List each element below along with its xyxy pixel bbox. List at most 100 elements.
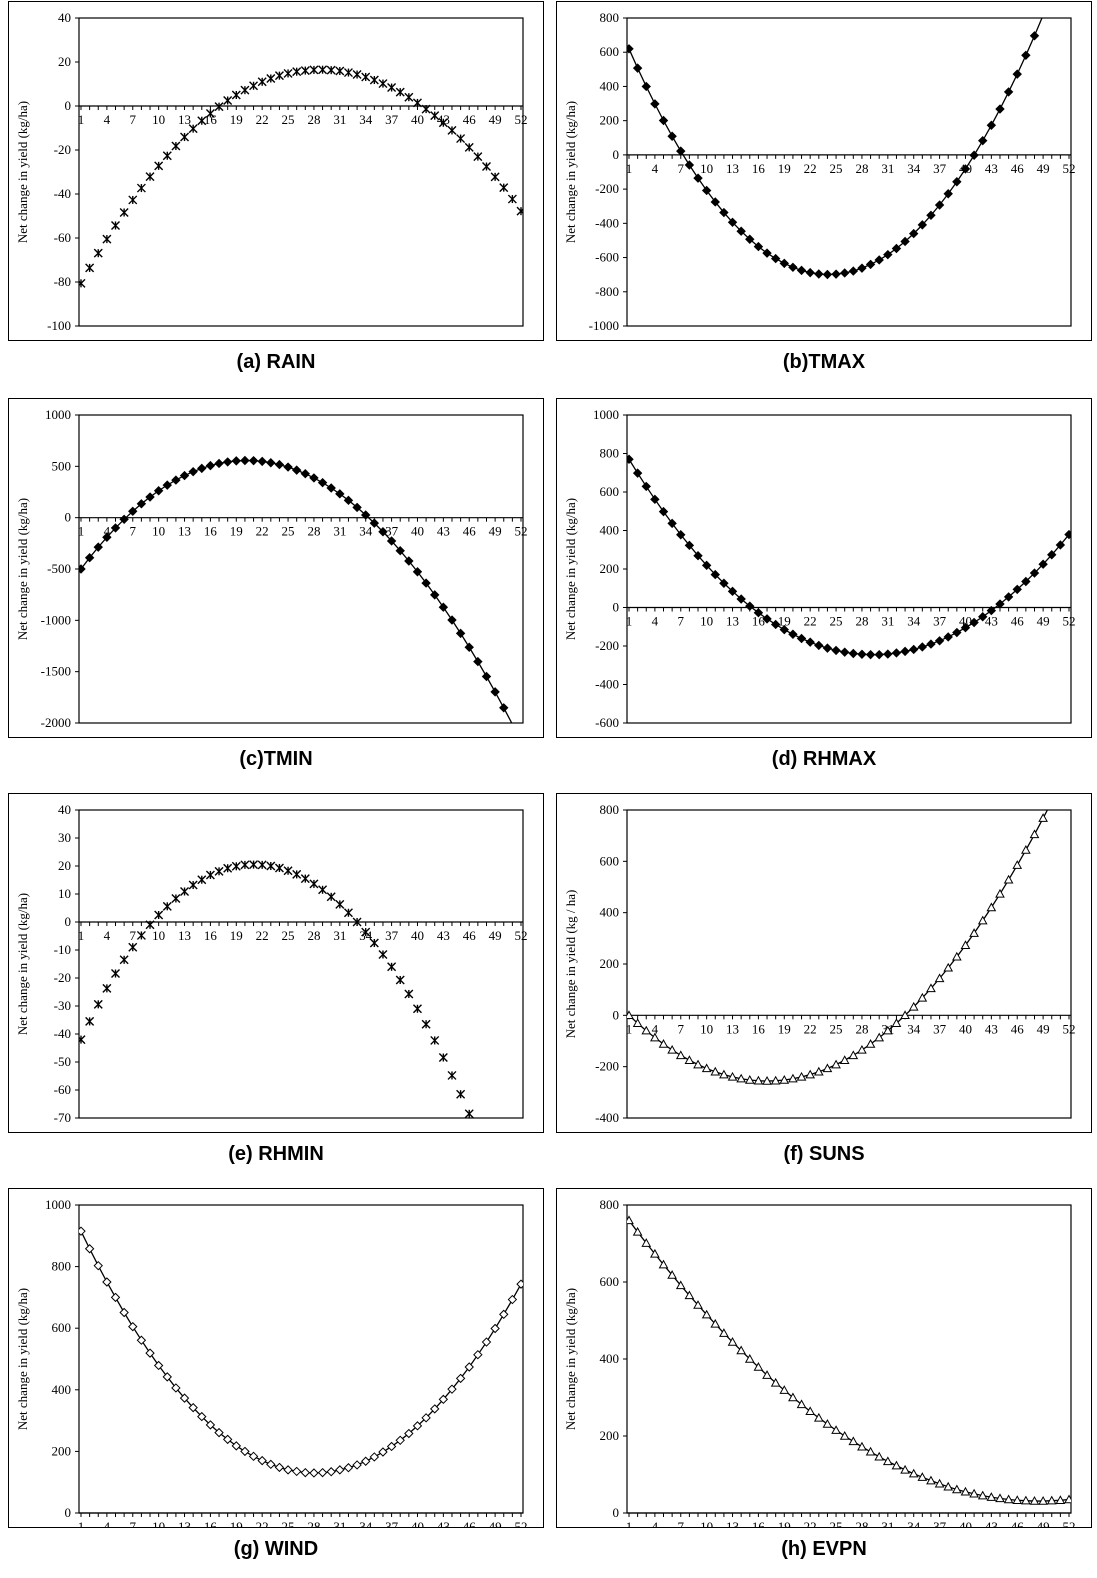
data-point: [788, 262, 798, 273]
x-tick-label: 25: [830, 161, 843, 176]
x-tick-label: 16: [752, 1519, 766, 1527]
x-tick-label: 10: [700, 1519, 713, 1527]
y-tick-label: -400: [595, 1110, 619, 1125]
data-point: [762, 614, 772, 624]
data-point: [1003, 87, 1014, 97]
chart-frame: 800 600 400 200 0 -200 -400 -600 -800 -1000 Net ch…: [556, 1, 1092, 341]
y-tick-label: -20: [54, 142, 71, 157]
y-tick-label: -1500: [41, 664, 71, 679]
x-tick-label: 43: [437, 928, 450, 943]
data-point: [214, 458, 224, 469]
x-tick-label: 1: [626, 1021, 633, 1036]
data-point: [986, 605, 997, 616]
data-point: [814, 269, 824, 279]
data-point: [883, 249, 893, 260]
x-tick-label: 7: [678, 1519, 685, 1527]
x-tick-label: 34: [359, 524, 373, 539]
data-point: [214, 866, 224, 876]
y-tick-label: 800: [52, 1259, 72, 1274]
data-point: [171, 141, 181, 151]
x-tick-label: 7: [678, 614, 685, 629]
x-tick-label: 16: [204, 524, 218, 539]
chart-svg: 40 20 0 -20 -40 -60 -80 -100 Net change in yield…: [15, 10, 528, 333]
data-point: [292, 869, 302, 879]
chart-svg: 40 30 20 10 0 -10 -20 -30 -40 -50 -60 -70 Net change…: [15, 802, 528, 1125]
x-tick-label: 49: [489, 1519, 502, 1527]
y-tick-label: 0: [613, 1505, 620, 1520]
data-point: [378, 527, 388, 537]
data-point: [1021, 50, 1031, 61]
y-tick-label: 400: [600, 78, 620, 93]
x-tick-label: 22: [804, 614, 817, 629]
data-point: [438, 1053, 448, 1063]
x-tick-label: 52: [515, 112, 528, 127]
data-point: [266, 1459, 276, 1470]
data-point: [102, 1277, 112, 1287]
x-tick-label: 49: [1037, 161, 1050, 176]
x-tick-label: 1: [78, 112, 85, 127]
data-point: [900, 646, 910, 657]
data-point: [788, 629, 798, 639]
data-point: [79, 564, 86, 574]
y-axis-label: Net change in yield (kg/ha): [15, 498, 30, 640]
data-point: [378, 949, 388, 959]
chart-svg: 1000 500 0 -500 -1000 -1500 -2000 Net change in…: [15, 407, 528, 730]
y-tick-label: 400: [600, 905, 620, 920]
data-point: [447, 1070, 457, 1080]
data-point: [788, 1392, 798, 1402]
data-point: [154, 161, 164, 171]
data-point: [779, 1074, 790, 1084]
data-point: [891, 1018, 902, 1027]
x-tick-label: 1: [626, 161, 633, 176]
y-tick-label: 200: [600, 1428, 620, 1443]
data-point: [110, 1292, 121, 1303]
data-point: [1064, 1494, 1071, 1504]
data-point: [473, 152, 483, 162]
x-tick-label: 19: [778, 161, 791, 176]
x-tick-label: 52: [1063, 1021, 1076, 1036]
y-tick-label: -200: [595, 638, 619, 653]
x-tick-label: 40: [411, 524, 424, 539]
data-point: [128, 195, 138, 205]
data-point: [952, 177, 962, 187]
data-point: [960, 1486, 971, 1496]
data-point: [274, 71, 284, 81]
data-point: [404, 556, 414, 566]
data-point: [848, 1050, 859, 1060]
data-point: [900, 236, 910, 247]
data-point: [865, 649, 876, 660]
data-point: [438, 602, 449, 612]
y-tick-label: 600: [52, 1320, 72, 1335]
series-group: [627, 1215, 1071, 1505]
data-point: [736, 226, 746, 236]
chart-frame: 800 600 400 200 0 Net change in yield (kg/ha)…: [556, 1188, 1092, 1528]
x-tick-label: 34: [359, 1519, 373, 1527]
data-point: [473, 1349, 483, 1360]
plot-area: [626, 809, 1072, 1119]
data-point: [969, 928, 979, 937]
x-tick-label: 40: [959, 1021, 972, 1036]
data-point: [1047, 550, 1057, 560]
y-tick-label: 600: [600, 853, 620, 868]
data-point: [822, 643, 833, 653]
data-point: [891, 1460, 902, 1470]
data-point: [222, 457, 233, 467]
data-point: [667, 518, 677, 529]
data-point: [805, 267, 815, 278]
data-point: [93, 542, 103, 552]
data-point: [79, 1226, 86, 1236]
data-point: [231, 861, 241, 871]
data-point: [188, 1402, 198, 1413]
x-tick-label: 37: [933, 1519, 947, 1527]
data-point: [326, 483, 336, 493]
plot-area: [78, 414, 524, 724]
data-point: [977, 915, 988, 925]
data-point: [641, 81, 651, 92]
data-point: [632, 63, 643, 73]
chart-frame: 1000 800 600 400 200 0 Net change in yield (kg…: [8, 1188, 544, 1528]
x-tick-label: 13: [726, 1021, 739, 1036]
data-point: [865, 1039, 876, 1048]
x-tick-label: 37: [933, 1021, 947, 1036]
data-point: [343, 495, 354, 506]
x-tick-label: 49: [1037, 614, 1050, 629]
